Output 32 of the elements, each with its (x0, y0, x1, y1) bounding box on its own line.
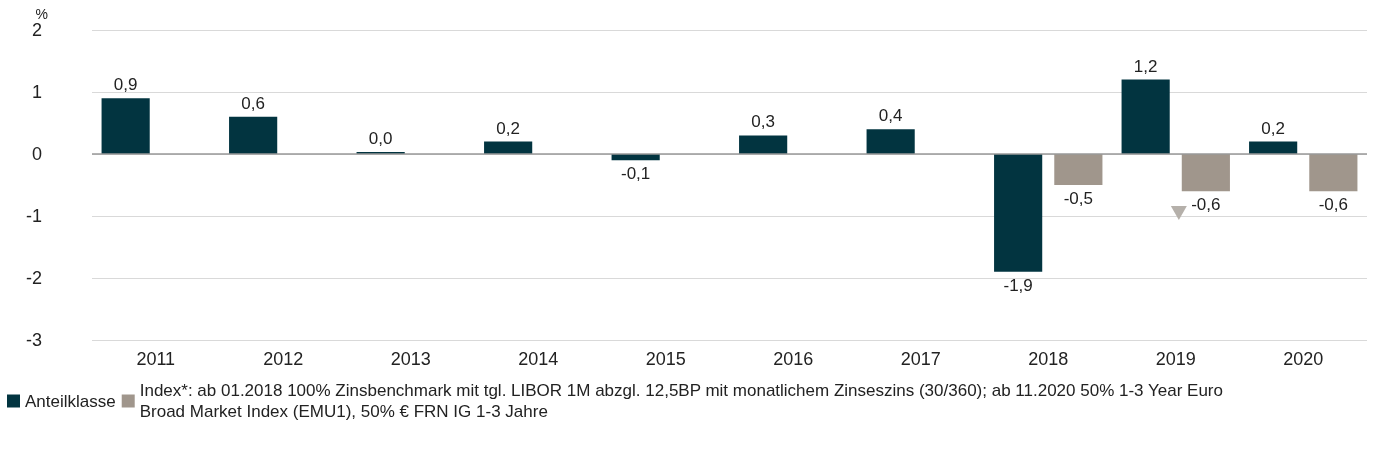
data-label: 0,2 (496, 118, 520, 138)
data-label: -0,1 (621, 164, 651, 184)
data-label: -1,9 (1003, 275, 1033, 295)
x-tick-label: 2014 (518, 349, 559, 369)
x-tick-label: 2018 (1028, 349, 1069, 369)
y-tick-label: 0 (31, 144, 42, 164)
y-tick-label: -2 (25, 268, 42, 288)
data-label: 0,4 (878, 106, 903, 126)
x-tick-label: 2012 (263, 349, 304, 369)
x-tick-label: 2020 (1283, 349, 1324, 369)
data-label: 0,3 (751, 112, 775, 132)
x-tick-label: 2015 (645, 349, 686, 369)
data-label: 0,9 (113, 75, 138, 95)
data-label: 0,2 (1261, 118, 1285, 138)
y-tick-label: 1 (31, 82, 42, 102)
x-tick-label: 2019 (1155, 349, 1196, 369)
x-tick-label: 2016 (773, 349, 814, 369)
x-tick-label: 2011 (136, 349, 176, 369)
data-label: 1,2 (1133, 56, 1158, 76)
y-tick-label: -3 (25, 330, 42, 350)
data-label: 0,0 (368, 129, 393, 148)
data-label: 0,6 (241, 93, 265, 113)
data-label: -0,6 (1318, 195, 1348, 215)
y-tick-label: 2 (31, 20, 42, 40)
x-tick-label: 2017 (900, 349, 941, 369)
legend-label: Index*: ab 01.2018 100% Zinsbenchmark mit tgl. LIBOR 1M abzgl. 12,5BP mit monatlichem Zinseszins (30/360); ab 11.2020 50% 1-3 Year Euro Broad Market Index (EMU1), 50% € FRN IG 1-3 Jahre (139, 381, 1228, 421)
y-tick-label: -1 (25, 206, 42, 226)
legend-label: Anteilklasse (25, 391, 116, 411)
y-axis-title: % (35, 6, 48, 23)
data-label: -0,6 (1191, 195, 1221, 215)
data-label: -0,5 (1063, 189, 1093, 208)
x-tick-label: 2013 (390, 349, 431, 369)
